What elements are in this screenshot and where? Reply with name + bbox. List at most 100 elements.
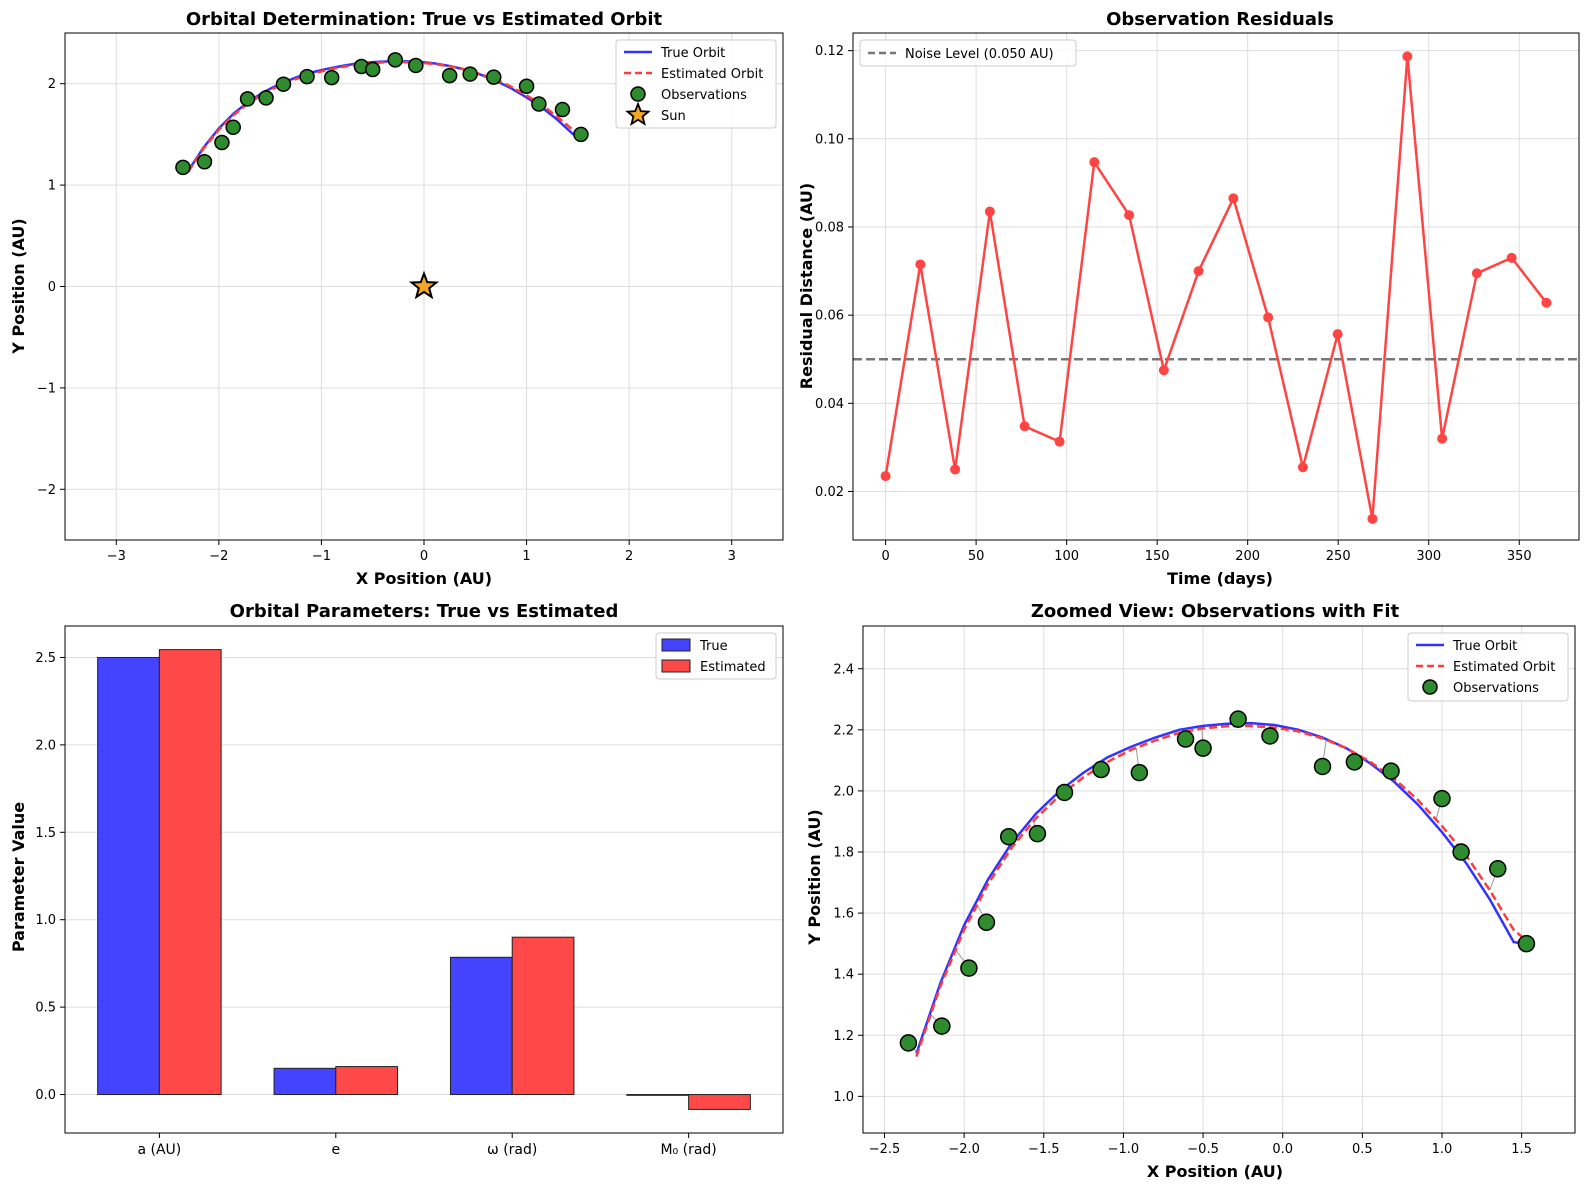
zoom-legend-estimated-orbit-label: Estimated Orbit [1453,660,1555,675]
params-y-axis-label: Parameter Value [9,802,28,952]
legend-true-label: True [699,639,728,654]
residuals-chart-title: Observation Residuals [1106,9,1334,30]
orbit-x-tick-label: 0 [420,549,428,564]
zoom-y-tick-label: 1.8 [833,846,854,861]
legend-estimated-swatch [661,659,691,673]
zoom-x-tick-label: 1.5 [1511,1142,1532,1157]
zoom-legend-true-orbit-label: True Orbit [1452,639,1517,654]
zoom-y-tick-label: 2.4 [833,662,854,677]
residual-point [1228,193,1239,204]
zoom-legend: True Orbit Estimated Orbit Observations [1407,632,1569,702]
orbit-y-tick-label: −1 [37,381,56,396]
residual-line [884,56,1548,520]
residuals-x-tick-label: 300 [1416,549,1441,564]
residuals-legend-box [859,39,1077,67]
legend-true-orbit-label: True Orbit [660,46,725,61]
orbit-y-tick-label: 0 [48,280,56,295]
residuals-y-tick-label: 0.08 [815,220,844,235]
observation-point [196,154,213,170]
zoom-y-tick-label: 1.4 [833,968,854,983]
zoom-observation-point [1130,763,1149,782]
legend-observations-swatch [630,86,646,102]
orbit-y-axis-label: Y Position (AU) [9,218,28,354]
zoom-observation-point [1261,727,1279,745]
residual-point [1124,210,1135,221]
zoom-observation-point [1488,860,1507,878]
orbit-y-tick-label: −2 [37,483,56,498]
bar-estimated [335,1066,399,1096]
observation-point [485,69,502,85]
params-y-tick-label: 0.5 [35,1001,56,1016]
orbit-y-tick-label: 1 [48,179,56,194]
observation-point [323,69,340,86]
zoom-observation-point [1452,843,1470,861]
zoom-x-tick-label: 0.5 [1352,1142,1373,1157]
residual-point [880,471,891,482]
residual-point [1541,297,1552,308]
zoom-observation-point [999,827,1018,846]
legend-sun-label: Sun [661,109,686,124]
orbit-legend: True Orbit Estimated Orbit Observations … [615,39,777,129]
residual-point [984,206,995,217]
params-y-tick-label: 1.5 [35,826,56,841]
legend-sun-swatch [625,101,651,126]
residual-point [1437,433,1448,444]
bar-true [449,956,513,1096]
residual-point [1089,157,1100,168]
zoom-axes-frame [862,625,1576,1134]
zoom-y-tick-label: 1.0 [833,1090,854,1105]
observation-point [441,67,458,84]
params-y-tick-label: 1.0 [35,913,56,928]
residuals-x-tick-label: 100 [1054,549,1079,564]
zoom-y-tick-label: 2.0 [833,784,854,799]
zoom-observation-point [1229,710,1247,728]
zoom-legend-box [1407,632,1569,702]
residual-point [950,464,961,475]
params-category-label: ω (rad) [487,1142,537,1158]
residuals-y-tick-label: 0.12 [815,44,844,59]
zoom-chart: Zoomed View: Observations with Fit X Pos… [805,601,1576,1181]
zoom-observation-point [1028,824,1047,843]
zoom-observation-point [1313,757,1332,776]
residuals-y-axis-label: Residual Distance (AU) [797,183,816,389]
residuals-y-tick-label: 0.10 [815,132,844,147]
zoom-y-axis-label: Y Position (AU) [805,809,824,945]
legend-observations-label: Observations [661,88,747,103]
residual-point [1332,329,1343,340]
zoom-legend-observations-swatch [1422,679,1438,695]
zoom-observation-point [1194,739,1212,757]
residual-point [1506,252,1517,263]
residual-point [1158,365,1169,376]
observation-point [408,57,424,74]
zoom-x-tick-label: 1.0 [1432,1142,1453,1157]
observation-point [239,91,256,107]
params-y-tick-label: 0.0 [35,1088,56,1103]
zoom-y-tick-label: 1.2 [833,1029,854,1044]
residual-point [1297,462,1308,473]
params-y-tick-label: 2.5 [35,651,56,666]
residual-point [1019,421,1030,432]
orbit-legend-box [615,39,777,129]
orbit-x-tick-label: 2 [625,549,633,564]
observation-point [554,101,571,118]
zoom-x-tick-label: −0.5 [1187,1142,1219,1157]
residual-point [1263,312,1274,323]
params-axes-frame [64,625,784,1134]
orbit-x-tick-label: −1 [312,549,331,564]
residual-point [1367,513,1378,524]
residuals-x-axis-label: Time (days) [1167,569,1273,588]
zoom-observation-point [960,959,978,977]
residual-point [915,259,926,270]
residuals-x-tick-label: 0 [881,549,889,564]
residuals-chart: Observation Residuals Time (days) Residu… [797,9,1580,588]
observation-point [258,90,274,106]
residuals-y-tick-label: 0.04 [815,397,844,412]
observation-point [275,76,292,92]
params-category-label: e [331,1142,340,1158]
zoom-observation-point [1382,762,1400,780]
zoom-observation-point [1433,789,1451,808]
residual-point [1402,51,1413,62]
params-chart: Orbital Parameters: True vs Estimated Pa… [9,601,784,1158]
params-y-tick-label: 2.0 [35,738,56,753]
